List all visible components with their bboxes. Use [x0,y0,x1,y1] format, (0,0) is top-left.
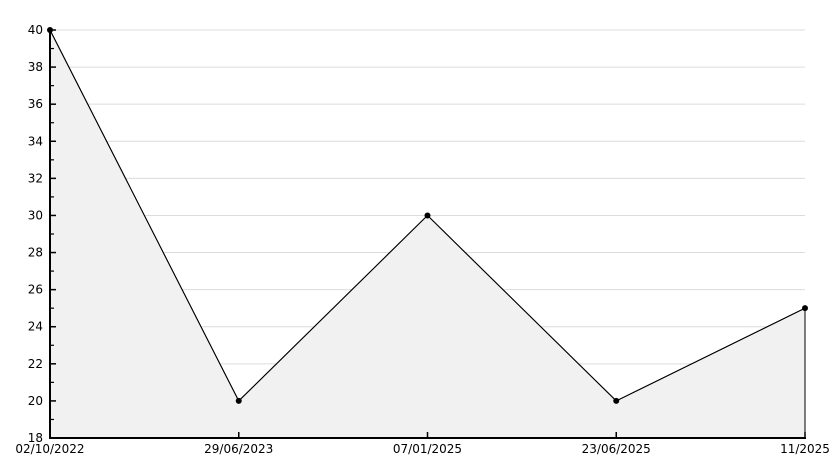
data-point-marker [613,397,620,404]
y-tick-label: 36 [28,97,43,111]
y-tick-label: 22 [28,357,43,371]
x-tick-label: 29/06/2023 [204,442,273,456]
series-area-fill [49,29,806,439]
x-tick-label: 02/10/2022 [15,442,84,456]
y-tick-label: 40 [28,23,43,37]
y-tick-label: 26 [28,283,43,297]
y-tick-label: 24 [28,320,43,334]
data-point-marker [424,212,431,219]
data-point-marker [802,305,808,312]
y-tick-label: 32 [28,171,43,185]
y-tick-label: 30 [28,208,43,222]
y-tick-label: 18 [28,431,43,445]
y-tick-label: 28 [28,246,43,260]
x-tick-label: 23/06/2025 [582,442,651,456]
y-tick-label: 34 [28,134,43,148]
x-tick-label: 11/2025 [780,442,830,456]
data-point-marker [47,27,53,33]
data-point-marker [235,397,242,404]
y-tick-label: 38 [28,60,43,74]
y-tick-label: 20 [28,394,43,408]
x-tick-label: 07/01/2025 [393,442,462,456]
